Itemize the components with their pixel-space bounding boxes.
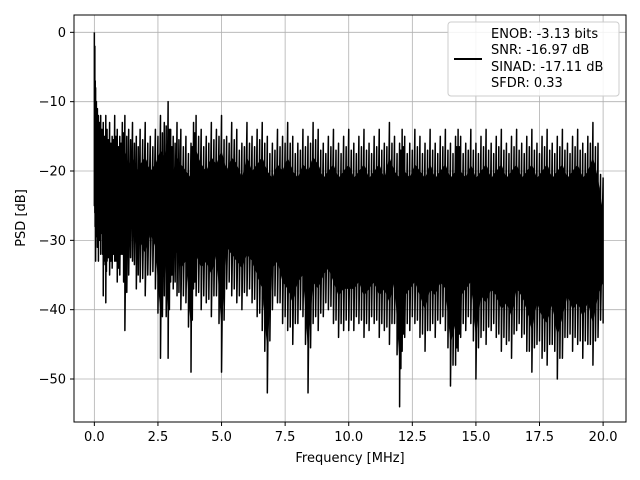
psd-series-core (94, 67, 604, 366)
x-tick-label: 7.5 (275, 430, 296, 445)
y-tick-label: −50 (39, 373, 66, 388)
y-tick-label: −40 (39, 303, 66, 318)
legend-snr: SNR: -16.97 dB (491, 43, 589, 58)
legend-enob: ENOB: -3.13 bits (491, 27, 598, 42)
x-axis-ticks: 0.0 2.5 5.0 7.5 10.0 12.5 15.0 17.5 20.0 (84, 422, 618, 445)
x-tick-label: 17.5 (525, 430, 554, 445)
y-axis-label: PSD [dB] (14, 189, 29, 247)
x-axis-label: Frequency [MHz] (295, 451, 404, 466)
x-tick-label: 12.5 (398, 430, 427, 445)
y-axis-ticks: 0 −10 −20 −30 −40 −50 (39, 26, 74, 388)
x-tick-label: 5.0 (211, 430, 232, 445)
legend-sfdr: SFDR: 0.33 (491, 76, 563, 91)
x-tick-label: 20.0 (589, 430, 618, 445)
x-tick-label: 10.0 (334, 430, 363, 445)
y-tick-label: 0 (58, 26, 66, 41)
y-tick-label: −10 (39, 95, 66, 110)
x-tick-label: 2.5 (148, 430, 169, 445)
y-tick-label: −30 (39, 234, 66, 249)
x-tick-label: 15.0 (461, 430, 490, 445)
series-layer (93, 32, 604, 408)
legend-sinad: SINAD: -17.11 dB (491, 60, 603, 75)
y-tick-label: −20 (39, 165, 66, 180)
legend-box (447, 21, 620, 97)
plot-frame (73, 14, 627, 423)
x-tick-label: 0.0 (84, 430, 105, 445)
legend: ENOB: -3.13 bits SNR: -16.97 dB SINAD: -… (447, 21, 620, 97)
